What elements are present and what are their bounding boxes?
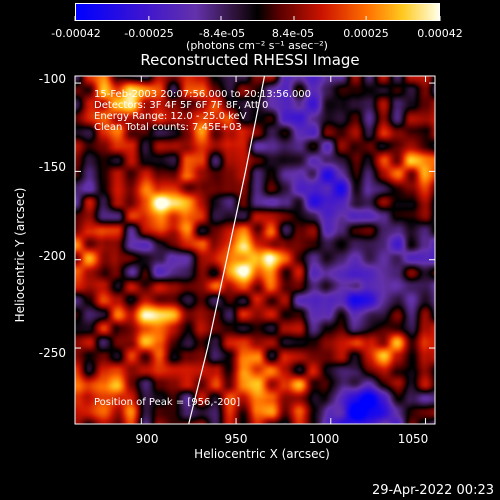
colorbar-ticks bbox=[74, 16, 441, 21]
plot-frame bbox=[74, 75, 436, 425]
colorbar-tick-label: -8.4e-05 bbox=[198, 27, 246, 40]
y-axis-label: Heliocentric Y (arcsec) bbox=[13, 187, 27, 323]
info-time-range: 15-Feb-2003 20:07:56.000 to 20:13:56.000 bbox=[94, 89, 312, 100]
peak-position-label: Position of Peak = [956,-200] bbox=[94, 397, 241, 408]
x-axis-label: Heliocentric X (arcsec) bbox=[194, 447, 330, 461]
colorbar-tick-label: 0.00042 bbox=[417, 27, 463, 40]
y-tick-label: -200 bbox=[38, 249, 66, 263]
colorbar-unit-label: (photons cm⁻² s⁻¹ asec⁻²) bbox=[186, 39, 328, 52]
colorbar-tick-label: -0.00042 bbox=[51, 27, 101, 40]
x-tick-label: 900 bbox=[135, 432, 159, 446]
info-energy-range: Energy Range: 12.0 - 25.0 keV bbox=[94, 111, 247, 122]
y-tick-label: -250 bbox=[38, 346, 66, 360]
colorbar bbox=[75, 3, 440, 21]
y-tick-label: -100 bbox=[38, 72, 66, 86]
x-tick-label: 950 bbox=[224, 432, 248, 446]
timestamp: 29-Apr-2022 00:23 bbox=[372, 483, 494, 498]
colorbar-tick-label: 0.00025 bbox=[343, 27, 389, 40]
info-detectors: Detectors: 3F 4F 5F 6F 7F 8F, Att 0 bbox=[94, 100, 269, 111]
y-tick-label: -150 bbox=[38, 160, 66, 174]
info-clean-counts: Clean Total counts: 7.45E+03 bbox=[94, 122, 242, 133]
heatmap-image bbox=[75, 76, 435, 424]
solar-limb-line bbox=[188, 75, 266, 425]
x-tick-label: 1050 bbox=[397, 432, 429, 446]
colorbar-tick-label: -0.00025 bbox=[124, 27, 174, 40]
chart-title: Reconstructed RHESSI Image bbox=[140, 51, 360, 69]
x-tick-label: 1000 bbox=[308, 432, 340, 446]
colorbar-tick-label: 8.4e-05 bbox=[271, 27, 315, 40]
